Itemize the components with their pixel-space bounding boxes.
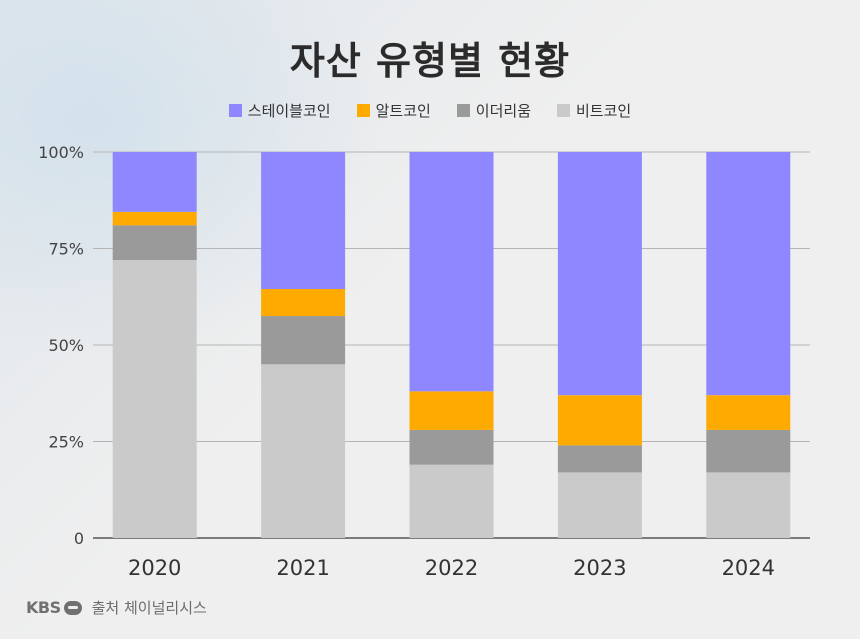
bar-ethereum-2024	[706, 429, 791, 473]
legend-swatch-bitcoin	[557, 104, 570, 117]
kbs-logo-text: KBS	[26, 598, 61, 617]
bar-ethereum-2022	[409, 429, 494, 465]
bar-bitcoin-2023	[557, 472, 642, 538]
legend-item-stablecoin: 스테이블코인	[228, 100, 331, 121]
legend-label-altcoin: 알트코인	[375, 102, 431, 120]
y-tick-label: 25%	[48, 433, 84, 452]
x-tick-label: 2023	[573, 556, 626, 580]
x-tick-label: 2021	[276, 556, 329, 580]
bar-stablecoin-2022	[409, 152, 494, 392]
bar-altcoin-2021	[261, 289, 346, 317]
y-tick-label: 0	[74, 529, 84, 548]
bar-bitcoin-2021	[261, 364, 346, 538]
x-tick-label: 2024	[722, 556, 775, 580]
legend-item-bitcoin: 비트코인	[557, 100, 631, 121]
kbs-logo-icon	[63, 600, 82, 615]
y-tick-label: 75%	[48, 240, 84, 259]
bar-bitcoin-2022	[409, 464, 494, 538]
chart-legend: 스테이블코인 알트코인 이더리움 비트코인	[0, 100, 860, 121]
legend-label-bitcoin: 비트코인	[576, 102, 632, 120]
y-tick-label: 50%	[48, 336, 84, 355]
bar-stablecoin-2024	[706, 152, 791, 396]
source-credit: 출처 체이널리시스	[91, 599, 207, 617]
legend-swatch-stablecoin	[228, 104, 242, 117]
bar-ethereum-2023	[557, 445, 642, 473]
footer: KBS 출처 체이널리시스	[26, 597, 207, 618]
legend-swatch-altcoin	[356, 104, 370, 117]
x-tick-label: 2020	[128, 556, 181, 580]
bar-ethereum-2021	[261, 316, 346, 365]
bar-bitcoin-2020	[112, 260, 197, 538]
bar-stablecoin-2023	[557, 152, 642, 396]
legend-item-ethereum: 이더리움	[456, 100, 531, 121]
bar-altcoin-2023	[557, 395, 642, 446]
y-tick-label: 100%	[38, 143, 84, 162]
bar-ethereum-2020	[112, 225, 197, 261]
bar-altcoin-2024	[706, 395, 791, 430]
bar-bitcoin-2024	[706, 472, 791, 538]
legend-label-stablecoin: 스테이블코인	[247, 102, 331, 120]
bar-stablecoin-2021	[261, 152, 346, 290]
chart-title: 자산 유형별 현황	[289, 39, 571, 83]
x-tick-label: 2022	[425, 556, 478, 580]
bar-altcoin-2022	[409, 391, 494, 430]
legend-label-ethereum: 이더리움	[475, 102, 531, 120]
bar-altcoin-2020	[112, 211, 197, 226]
legend-item-altcoin: 알트코인	[356, 100, 431, 121]
bar-stablecoin-2020	[112, 152, 197, 212]
kbs-logo: KBS	[26, 598, 82, 617]
legend-swatch-ethereum	[456, 104, 470, 117]
